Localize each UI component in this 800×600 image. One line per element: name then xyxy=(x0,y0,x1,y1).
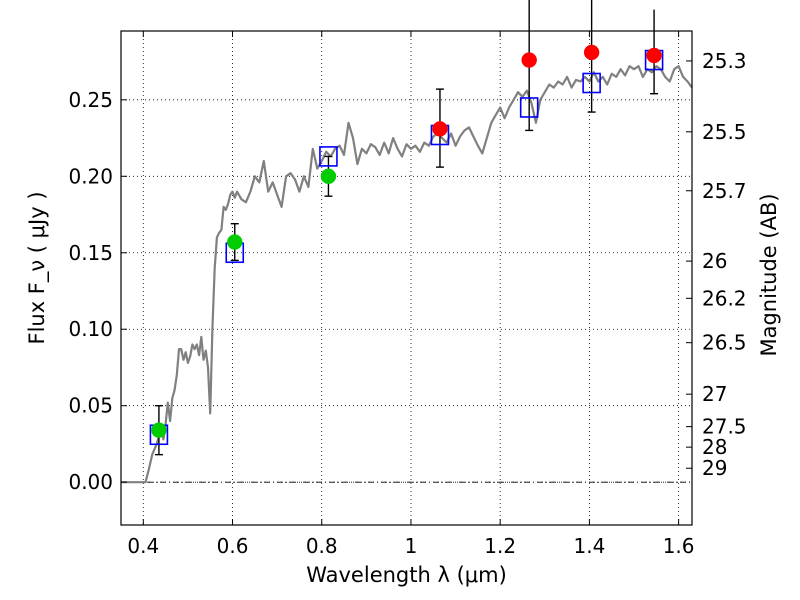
y-axis-label-left: Flux F_ν ( μJy ) xyxy=(25,191,50,344)
x-axis-label: Wavelength λ (μm) xyxy=(306,563,507,587)
grid xyxy=(121,31,692,525)
plot-frame xyxy=(120,30,693,526)
x-tick-label: 0.4 xyxy=(127,534,159,558)
x-tick-label: 0.8 xyxy=(306,534,338,558)
axis-ticks: 0.4 0.6 0.8 1 1.2 1.4 1.6 0.00 0.05 0.10 0.15 0.20 0… xyxy=(68,31,747,558)
x-tick-label: 0.6 xyxy=(217,534,249,558)
right-tick-label: 27 xyxy=(702,382,727,406)
right-tick-label: 25.5 xyxy=(702,120,747,144)
y-tick-label: 0.15 xyxy=(68,241,113,265)
errorbar-layer xyxy=(154,0,659,456)
right-tick-label: 25.7 xyxy=(702,179,747,203)
green-data-point xyxy=(151,422,167,438)
red-data-point xyxy=(432,121,448,137)
y-tick-label: 0.05 xyxy=(68,394,113,418)
y-tick-label: 0.20 xyxy=(68,164,113,188)
y-tick-label: 0.10 xyxy=(68,317,113,341)
red-data-point xyxy=(583,44,600,61)
y-tick-label: 0.00 xyxy=(68,470,113,494)
model-flux-box xyxy=(519,97,539,118)
right-tick-label: 27.5 xyxy=(702,415,747,439)
sed-curve xyxy=(121,65,693,484)
model-flux-box xyxy=(582,72,601,94)
green-data-point xyxy=(227,234,243,250)
y-tick-label: 0.25 xyxy=(68,88,113,112)
model-flux-box xyxy=(319,146,338,167)
red-data-point xyxy=(521,52,537,68)
sed-curve-layer xyxy=(121,65,693,484)
right-tick-label: 29 xyxy=(702,456,727,480)
y-axis-label-right: Magnitude (AB) xyxy=(757,193,781,356)
right-tick-label: 26.5 xyxy=(702,331,747,355)
x-tick-label: 1.4 xyxy=(573,534,605,558)
green-data-point xyxy=(320,168,337,185)
x-tick-label: 1 xyxy=(405,534,418,558)
right-tick-label: 28 xyxy=(702,435,727,459)
x-tick-label: 1.6 xyxy=(663,534,695,558)
x-tick-label: 1.2 xyxy=(484,534,516,558)
red-data-point xyxy=(646,47,662,64)
right-tick-label: 25.3 xyxy=(702,49,747,73)
right-tick-label: 26.2 xyxy=(702,286,747,310)
photometry-point-layer xyxy=(151,44,662,438)
model-box-layer xyxy=(149,49,664,446)
right-tick-label: 26 xyxy=(702,249,727,273)
